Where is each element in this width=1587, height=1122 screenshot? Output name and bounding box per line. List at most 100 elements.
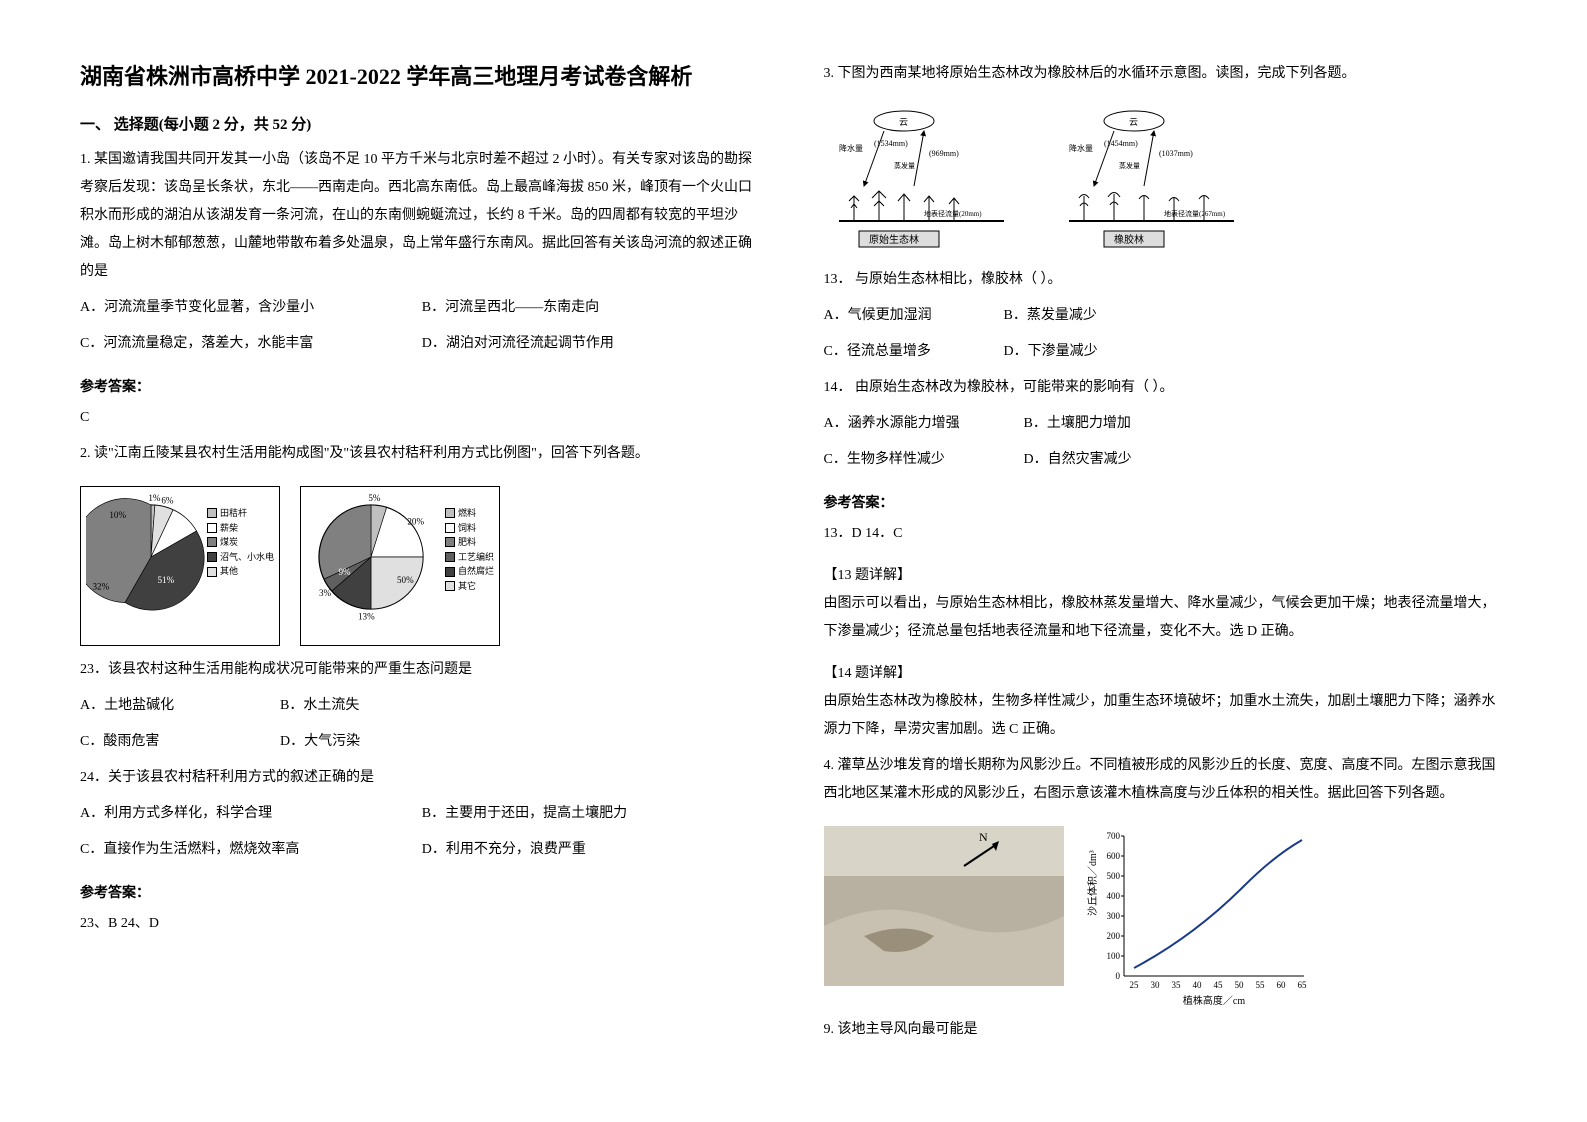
q14-row1: A．涵养水源能力增强 B．土壤肥力增加 xyxy=(824,410,1508,438)
explain14-h: 【14 题详解】 xyxy=(824,662,1508,682)
q3-diagram: 云 降水量 (1534mm) (969mm) 蒸发量 地表径流量(20mm) 原… xyxy=(824,106,1264,256)
q1-opt-a: A．河流流量季节变化显著，含沙量小 xyxy=(80,294,422,322)
svg-text:700: 700 xyxy=(1106,831,1120,841)
svg-text:地表径流量(20mm): 地表径流量(20mm) xyxy=(924,209,982,218)
svg-text:25: 25 xyxy=(1129,980,1139,990)
svg-text:65: 65 xyxy=(1297,980,1307,990)
q24-opt-c: C．直接作为生活燃料，燃烧效率高 xyxy=(80,836,422,864)
explain13-h: 【13 题详解】 xyxy=(824,564,1508,584)
pie1-svg: 1% 6% 10% 32% 51% xyxy=(86,492,216,622)
q14-opt-a: A．涵养水源能力增强 xyxy=(824,410,1024,438)
q13-row1: A．气候更加湿润 B．蒸发量减少 xyxy=(824,302,1508,330)
svg-text:13%: 13% xyxy=(358,611,375,621)
pie2-legend: 燃料 饲料 肥料 工艺编织 自然腐烂 其它 xyxy=(445,507,494,595)
svg-text:3%: 3% xyxy=(319,588,332,598)
svg-text:9%: 9% xyxy=(339,567,352,577)
svg-text:地表径流量(267mm): 地表径流量(267mm) xyxy=(1164,209,1226,218)
svg-text:蒸发量: 蒸发量 xyxy=(1119,161,1140,170)
q23-opt-b: B．水土流失 xyxy=(280,692,764,720)
q4-line-chart: 0 100 200 300 400 500 600 700 xyxy=(1084,826,1324,1006)
svg-text:(1534mm): (1534mm) xyxy=(874,139,908,148)
q14-opt-b: B．土壤肥力增加 xyxy=(1024,410,1508,438)
svg-text:200: 200 xyxy=(1106,931,1120,941)
q24-opt-d: D．利用不充分，浪费严重 xyxy=(422,836,764,864)
q24-opt-b: B．主要用于还田，提高土壤肥力 xyxy=(422,800,764,828)
q3-answer: 13．D 14．C xyxy=(824,520,1508,548)
svg-text:600: 600 xyxy=(1106,851,1120,861)
explain14: 由原始生态林改为橡胶林，生物多样性减少，加重生态环境破坏；加重水土流失，加剧土壤… xyxy=(824,688,1508,744)
q23-opt-a: A．土地盐碱化 xyxy=(80,692,280,720)
q13-opt-d: D．下渗量减少 xyxy=(1004,338,1508,366)
svg-text:400: 400 xyxy=(1106,891,1120,901)
svg-text:植株高度／cm: 植株高度／cm xyxy=(1182,994,1244,1006)
svg-text:20%: 20% xyxy=(407,517,424,527)
q2-pie2: 5% 20% 9% 3% 13% 50% 燃料 饲料 肥料 工艺编织 自然腐烂 … xyxy=(300,486,500,646)
q1-answer-label: 参考答案： xyxy=(80,376,764,396)
q24-text: 24．关于该县农村秸秆利用方式的叙述正确的是 xyxy=(80,764,764,792)
q13-text: 13． 与原始生态林相比，橡胶林（ ）。 xyxy=(824,266,1508,294)
svg-text:(969mm): (969mm) xyxy=(929,149,959,158)
left-column: 湖南省株洲市高桥中学 2021-2022 学年高三地理月考试卷含解析 一、 选择… xyxy=(80,60,764,1062)
svg-text:1%: 1% xyxy=(148,493,161,503)
svg-text:50%: 50% xyxy=(397,575,414,585)
q9-text: 9. 该地主导风向最可能是 xyxy=(824,1016,1508,1044)
q14-opt-d: D．自然灾害减少 xyxy=(1024,446,1508,474)
svg-text:N: N xyxy=(979,830,988,844)
q2-answer: 23、B 24、D xyxy=(80,910,764,938)
svg-text:云: 云 xyxy=(899,117,908,127)
q4-intro: 4. 灌草丛沙堆发育的增长期称为风影沙丘。不同植被形成的风影沙丘的长度、宽度、高… xyxy=(824,752,1508,808)
q1-opt-c: C．河流流量稳定，落差大，水能丰富 xyxy=(80,330,422,358)
document-title: 湖南省株洲市高桥中学 2021-2022 学年高三地理月考试卷含解析 xyxy=(80,60,764,93)
q23-row1: A．土地盐碱化 B．水土流失 xyxy=(80,692,764,720)
q23-opt-c: C．酸雨危害 xyxy=(80,728,280,756)
svg-text:0: 0 xyxy=(1115,971,1120,981)
explain13: 由图示可以看出，与原始生态林相比，橡胶林蒸发量增大、降水量减少，气候会更加干燥；… xyxy=(824,590,1508,646)
q24-row2: C．直接作为生活燃料，燃烧效率高 D．利用不充分，浪费严重 xyxy=(80,836,764,864)
q1-answer: C xyxy=(80,404,764,432)
svg-text:橡胶林: 橡胶林 xyxy=(1114,233,1144,246)
q4-photo: N xyxy=(824,826,1064,986)
q2-intro: 2. 读"江南丘陵某县农村生活用能构成图"及"该县农村秸秆利用方式比例图"，回答… xyxy=(80,440,764,468)
svg-text:(1037mm): (1037mm) xyxy=(1159,149,1193,158)
q3-intro: 3. 下图为西南某地将原始生态林改为橡胶林后的水循环示意图。读图，完成下列各题。 xyxy=(824,60,1508,88)
q3-answer-label: 参考答案： xyxy=(824,492,1508,512)
svg-text:30: 30 xyxy=(1150,980,1160,990)
svg-text:40: 40 xyxy=(1192,980,1202,990)
q23-text: 23．该县农村这种生活用能构成状况可能带来的严重生态问题是 xyxy=(80,656,764,684)
pie2-svg: 5% 20% 9% 3% 13% 50% xyxy=(306,492,436,622)
q1-options-row1: A．河流流量季节变化显著，含沙量小 B．河流呈西北——东南走向 xyxy=(80,294,764,322)
svg-text:55: 55 xyxy=(1255,980,1265,990)
svg-text:500: 500 xyxy=(1106,871,1120,881)
q13-opt-a: A．气候更加湿润 xyxy=(824,302,1004,330)
q4-figures: N 0 100 200 300 400 500 600 700 xyxy=(824,826,1508,1006)
q1-opt-b: B．河流呈西北——东南走向 xyxy=(422,294,764,322)
svg-text:50: 50 xyxy=(1234,980,1244,990)
q2-charts: 1% 6% 10% 32% 51% 田秸杆 薪柴 煤炭 沼气、小水电 其他 xyxy=(80,486,764,646)
svg-text:10%: 10% xyxy=(109,510,126,520)
q13-opt-b: B．蒸发量减少 xyxy=(1004,302,1508,330)
pie1-legend: 田秸杆 薪柴 煤炭 沼气、小水电 其他 xyxy=(207,507,274,580)
svg-text:沙丘体积／dm³: 沙丘体积／dm³ xyxy=(1087,850,1099,916)
right-column: 3. 下图为西南某地将原始生态林改为橡胶林后的水循环示意图。读图，完成下列各题。… xyxy=(824,60,1508,1062)
q14-opt-c: C．生物多样性减少 xyxy=(824,446,1024,474)
q23-row2: C．酸雨危害 D．大气污染 xyxy=(80,728,764,756)
q13-opt-c: C．径流总量增多 xyxy=(824,338,1004,366)
svg-text:云: 云 xyxy=(1129,117,1138,127)
svg-text:100: 100 xyxy=(1106,951,1120,961)
svg-text:60: 60 xyxy=(1276,980,1286,990)
svg-text:5%: 5% xyxy=(368,493,381,503)
svg-text:(1454mm): (1454mm) xyxy=(1104,139,1138,148)
q24-opt-a: A．利用方式多样化，科学合理 xyxy=(80,800,422,828)
q14-text: 14． 由原始生态林改为橡胶林，可能带来的影响有（ ）。 xyxy=(824,374,1508,402)
q14-row2: C．生物多样性减少 D．自然灾害减少 xyxy=(824,446,1508,474)
svg-text:300: 300 xyxy=(1106,911,1120,921)
q1-options-row2: C．河流流量稳定，落差大，水能丰富 D．湖泊对河流径流起调节作用 xyxy=(80,330,764,358)
section-1-header: 一、 选择题(每小题 2 分，共 52 分) xyxy=(80,113,764,134)
svg-text:蒸发量: 蒸发量 xyxy=(894,161,915,170)
q24-row1: A．利用方式多样化，科学合理 B．主要用于还田，提高土壤肥力 xyxy=(80,800,764,828)
svg-text:降水量: 降水量 xyxy=(1069,143,1093,153)
svg-text:原始生态林: 原始生态林 xyxy=(869,233,919,246)
q13-row2: C．径流总量增多 D．下渗量减少 xyxy=(824,338,1508,366)
svg-text:32%: 32% xyxy=(93,582,110,592)
q2-answer-label: 参考答案： xyxy=(80,882,764,902)
